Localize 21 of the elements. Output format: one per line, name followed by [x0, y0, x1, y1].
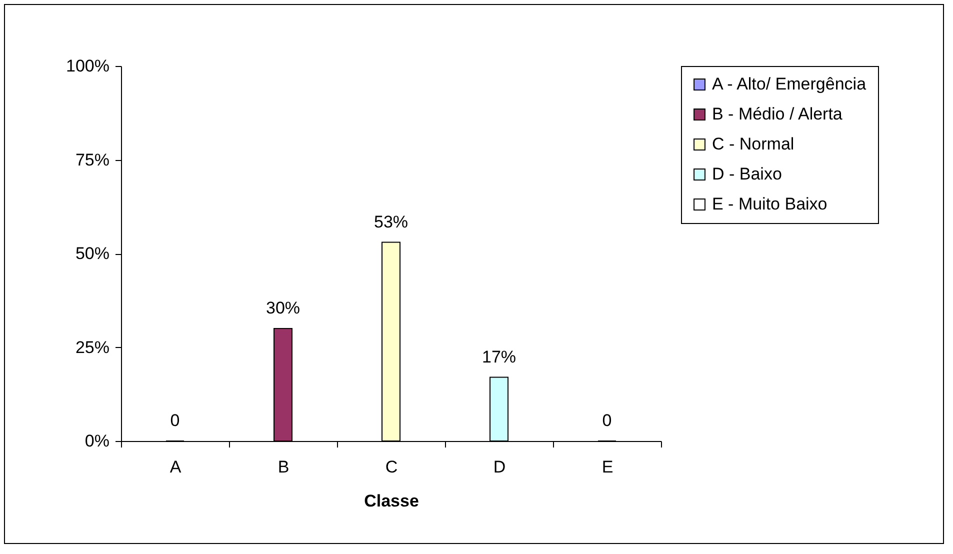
data-label: 17%	[482, 347, 516, 366]
x-tick-label: E	[602, 458, 614, 476]
legend-label: C - Normal	[712, 134, 794, 154]
legend-label: D - Baixo	[712, 164, 782, 184]
x-tick-label: D	[493, 458, 506, 476]
legend-label: B - Médio / Alerta	[712, 104, 843, 124]
y-tick-label: 100%	[66, 56, 110, 76]
data-label: 30%	[266, 298, 300, 318]
data-label: 53%	[374, 212, 408, 232]
y-tick-label: 50%	[75, 244, 110, 263]
data-label: 0	[602, 411, 612, 430]
data-label: 0	[170, 411, 180, 430]
x-tick-label: A	[170, 458, 182, 476]
y-tick-label: 0%	[84, 432, 110, 450]
legend-label: E - Muito Baixo	[712, 194, 828, 214]
x-tick-label: B	[278, 458, 290, 476]
x-tick-label: C	[385, 458, 398, 476]
x-axis-title: Classe	[364, 492, 419, 510]
legend-label: A - Alto/ Emergência	[712, 74, 867, 94]
y-tick-label: 75%	[75, 150, 110, 170]
y-tick-label: 25%	[75, 338, 110, 357]
